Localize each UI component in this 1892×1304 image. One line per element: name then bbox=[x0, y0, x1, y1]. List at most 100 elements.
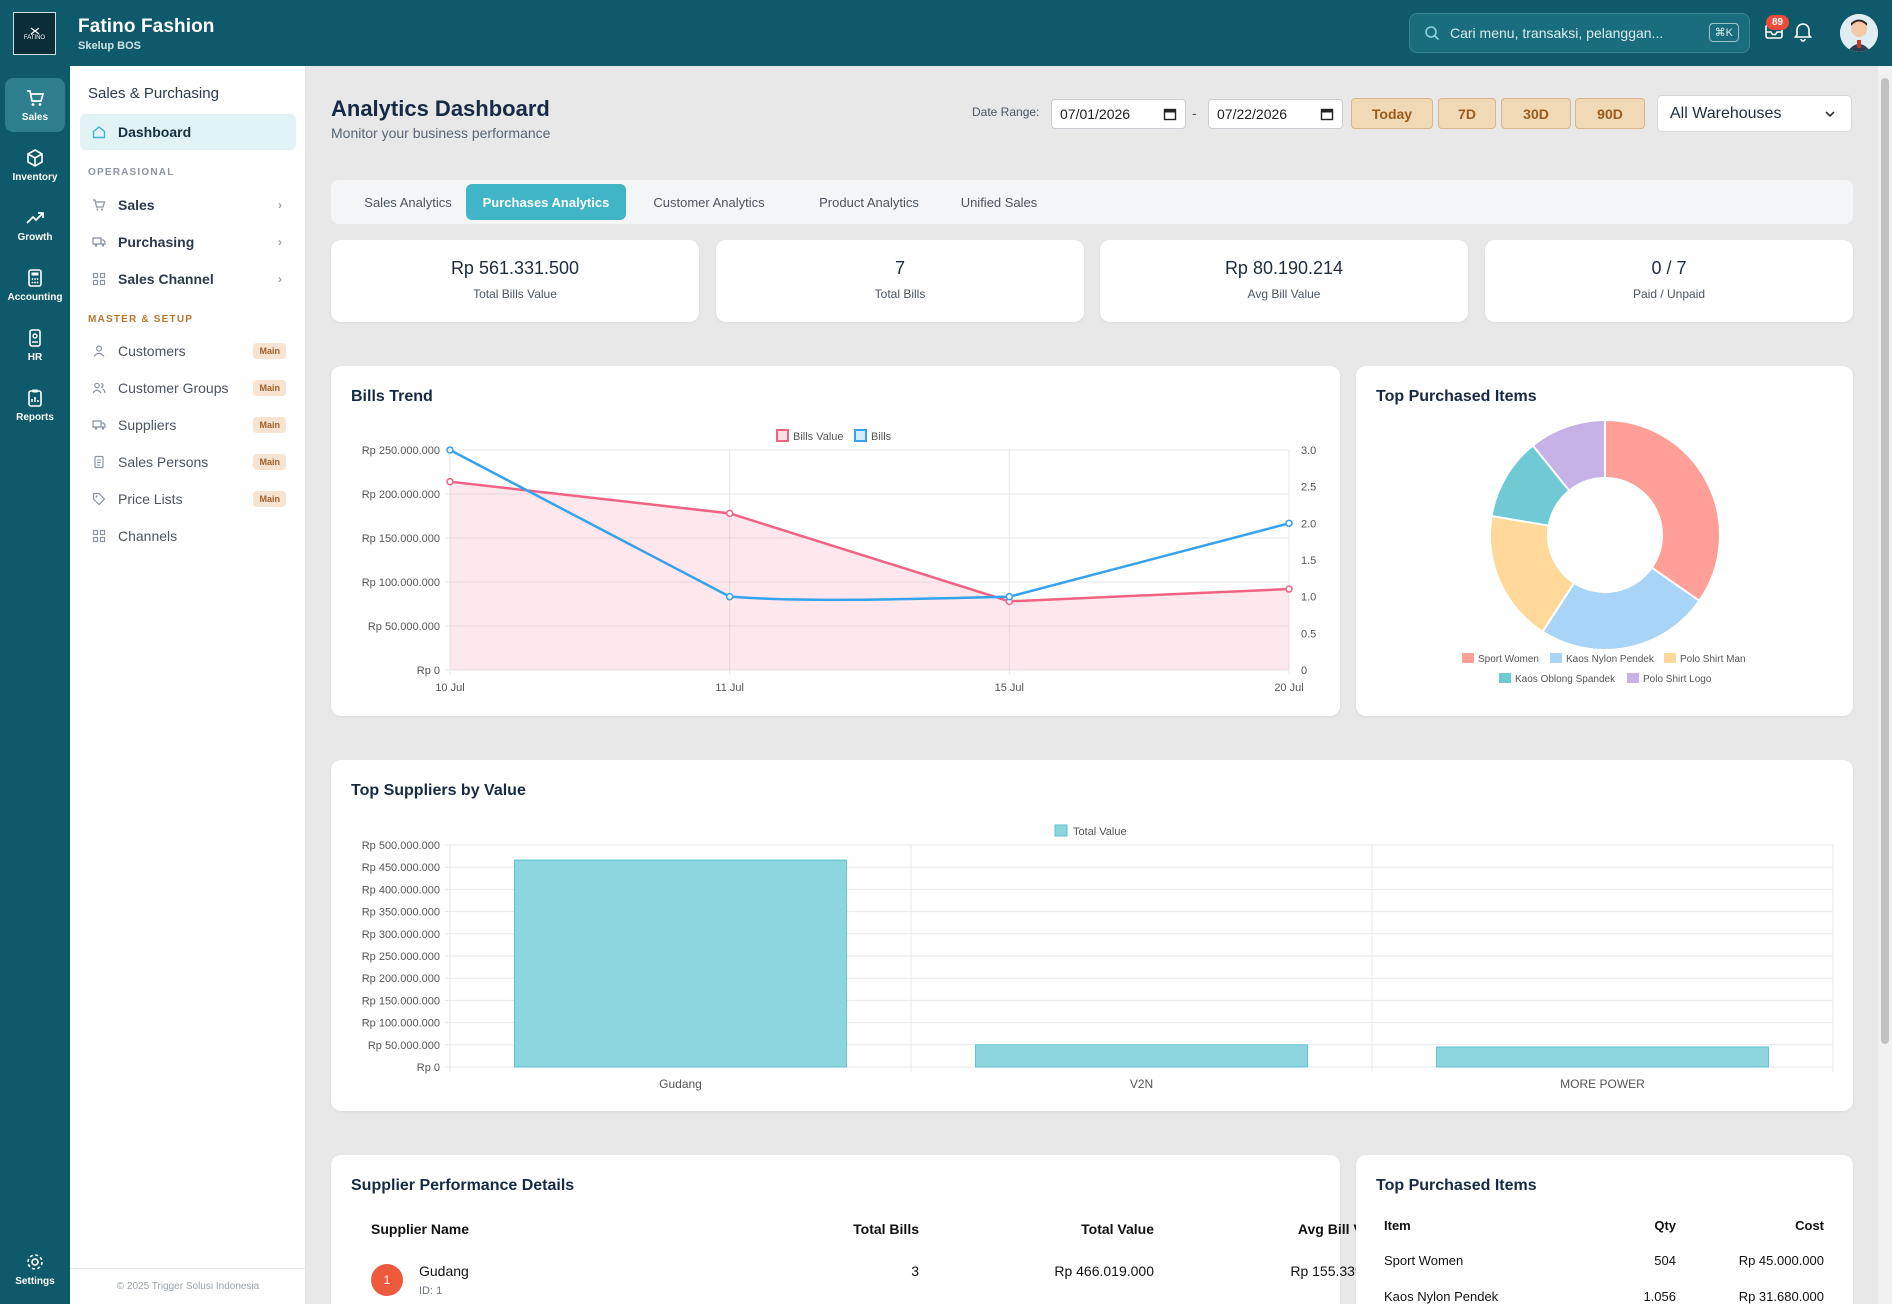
sidebar-item-price-lists[interactable]: Price Lists Main bbox=[80, 481, 296, 517]
item-name: Kaos Nylon Pendek bbox=[1384, 1289, 1499, 1304]
range-today-button[interactable]: Today bbox=[1351, 98, 1433, 129]
warehouse-value: All Warehouses bbox=[1670, 104, 1782, 122]
rail-item-growth[interactable]: Growth bbox=[5, 198, 65, 252]
bills-point bbox=[446, 446, 454, 454]
item-name: Sport Women bbox=[1384, 1253, 1464, 1268]
tab-purchases-analytics[interactable]: Purchases Analytics bbox=[466, 184, 626, 220]
legend-swatch-bills-value bbox=[776, 429, 789, 442]
legend-label: Polo Shirt Man bbox=[1680, 654, 1746, 665]
cart-icon bbox=[27, 89, 45, 106]
tab-sales-analytics[interactable]: Sales Analytics bbox=[364, 194, 452, 210]
tab-customer-analytics[interactable]: Customer Analytics bbox=[653, 194, 765, 210]
users-icon bbox=[92, 381, 106, 395]
rail-item-inventory[interactable]: Inventory bbox=[5, 138, 65, 192]
app-subtitle: Skelup BOS bbox=[78, 40, 141, 52]
range-7d-button[interactable]: 7D bbox=[1438, 98, 1496, 129]
legend-swatch-bills bbox=[854, 429, 867, 442]
legend-swatch bbox=[1550, 653, 1562, 663]
calendar-icon bbox=[1320, 108, 1334, 121]
top-suppliers-bar-chart: Rp 0 Rp 50.000.000 Rp 100.000.000 Rp 150.00… bbox=[362, 824, 1834, 1091]
trending-up-icon bbox=[26, 211, 44, 224]
rail-label: Accounting bbox=[7, 291, 63, 303]
sidebar-item-customers[interactable]: Customers Main bbox=[80, 333, 296, 369]
donut-slice bbox=[1604, 418, 1721, 603]
card-title: Top Suppliers by Value bbox=[351, 782, 526, 799]
grid-icon bbox=[92, 529, 106, 543]
calculator-icon bbox=[28, 268, 42, 287]
card-title: Top Purchased Items bbox=[1376, 388, 1537, 405]
chevron-right-icon: › bbox=[278, 198, 282, 212]
app-logo[interactable]: FATINO bbox=[13, 12, 56, 55]
search-input[interactable]: Cari menu, transaksi, pelanggan... ⌘K bbox=[1409, 13, 1750, 53]
app-name: Fatino Fashion bbox=[78, 16, 215, 37]
column-header-supplier-name: Supplier Name bbox=[371, 1221, 470, 1237]
page-scrollbar[interactable] bbox=[1878, 66, 1892, 1304]
x-tick-label: Gudang bbox=[659, 1077, 702, 1091]
bills-value-point bbox=[446, 477, 454, 486]
rail-label: Sales bbox=[21, 111, 49, 123]
supplier-name: Gudang bbox=[419, 1263, 469, 1279]
range-30d-button[interactable]: 30D bbox=[1501, 98, 1571, 129]
legend-label: Sport Women bbox=[1478, 654, 1539, 665]
column-header-total-value: Total Value bbox=[1081, 1221, 1154, 1237]
warehouse-select[interactable]: All Warehouses bbox=[1657, 95, 1852, 132]
range-90d-button[interactable]: 90D bbox=[1575, 98, 1645, 129]
user-avatar[interactable] bbox=[1840, 14, 1878, 52]
bell-icon[interactable] bbox=[1793, 20, 1813, 42]
y-tick-label-left: Rp 100.000.000 bbox=[362, 577, 440, 589]
sidebar-item-purchasing[interactable]: Purchasing › bbox=[80, 224, 296, 260]
date-to-value: 07/22/2026 bbox=[1217, 106, 1288, 122]
tab-unified-sales[interactable]: Unified Sales bbox=[960, 194, 1038, 210]
box-icon bbox=[27, 148, 43, 167]
x-tick-label: 20 Jul bbox=[1274, 682, 1303, 694]
id-badge-icon bbox=[92, 455, 106, 469]
item-cost: Rp 31.680.000 bbox=[1738, 1289, 1824, 1304]
date-to-input[interactable]: 07/22/2026 bbox=[1208, 99, 1343, 129]
rail-item-accounting[interactable]: Accounting bbox=[5, 258, 65, 312]
rail-item-hr[interactable]: HR bbox=[5, 318, 65, 372]
scrollbar-thumb[interactable] bbox=[1881, 78, 1889, 1044]
sidebar-item-suppliers[interactable]: Suppliers Main bbox=[80, 407, 296, 443]
avatar-icon bbox=[1840, 14, 1878, 52]
main-badge: Main bbox=[253, 491, 286, 507]
logo-mark-icon bbox=[30, 27, 39, 34]
kpi-label: Total Bills Value bbox=[473, 287, 557, 301]
top-items-donut-chart: Sport Women Kaos Nylon Pendek Polo Shirt M… bbox=[1462, 418, 1746, 685]
clipboard-icon bbox=[28, 389, 42, 407]
donut-slice bbox=[1531, 418, 1606, 493]
rail-label: Inventory bbox=[12, 171, 58, 183]
tab-product-analytics[interactable]: Product Analytics bbox=[819, 194, 919, 210]
legend-swatch-total-value bbox=[1054, 824, 1068, 837]
bills-value-area bbox=[450, 481, 1289, 670]
sidebar-item-sales[interactable]: Sales › bbox=[80, 187, 296, 223]
sidebar-item-sales-channel[interactable]: Sales Channel › bbox=[80, 261, 296, 297]
y-tick-label: Rp 0 bbox=[417, 1062, 440, 1074]
module-rail: Sales Inventory Growth Accounting HR Rep… bbox=[0, 66, 70, 1304]
analytics-tabs: Sales Analytics Purchases Analytics Cust… bbox=[331, 180, 1853, 224]
rail-item-sales[interactable]: Sales bbox=[5, 78, 65, 132]
sidebar-item-customer-groups[interactable]: Customer Groups Main bbox=[80, 370, 296, 406]
search-shortcut: ⌘K bbox=[1708, 23, 1739, 42]
item-qty: 1.056 bbox=[1643, 1289, 1676, 1304]
sidebar-item-sales-persons[interactable]: Sales Persons Main bbox=[80, 444, 296, 480]
rail-label: HR bbox=[27, 351, 43, 363]
rail-item-reports[interactable]: Reports bbox=[5, 378, 65, 432]
top-suppliers-card: Top Suppliers by Value Rp 0 Rp 50.000.000… bbox=[331, 760, 1853, 1111]
date-from-value: 07/01/2026 bbox=[1060, 106, 1131, 122]
column-header-total-bills: Total Bills bbox=[853, 1221, 919, 1237]
legend-swatch bbox=[1499, 673, 1511, 683]
sidebar-item-label: Purchasing bbox=[118, 234, 195, 250]
sidebar-item-channels[interactable]: Channels bbox=[80, 518, 296, 554]
y-tick-label-right: 3.0 bbox=[1301, 445, 1316, 457]
y-tick-label: Rp 150.000.000 bbox=[362, 995, 440, 1007]
bar bbox=[975, 1044, 1308, 1068]
date-from-input[interactable]: 07/01/2026 bbox=[1051, 99, 1186, 129]
sidebar-item-dashboard[interactable]: Dashboard bbox=[80, 114, 296, 150]
bills-value-point bbox=[1285, 585, 1293, 593]
y-tick-label-left: Rp 250.000.000 bbox=[362, 445, 440, 457]
kpi-value: Rp 561.331.500 bbox=[450, 258, 580, 278]
donut-slice bbox=[1541, 566, 1701, 651]
grid-icon bbox=[92, 272, 106, 286]
rail-item-settings[interactable]: Settings bbox=[5, 1242, 65, 1296]
column-header-cost: Cost bbox=[1795, 1218, 1824, 1233]
